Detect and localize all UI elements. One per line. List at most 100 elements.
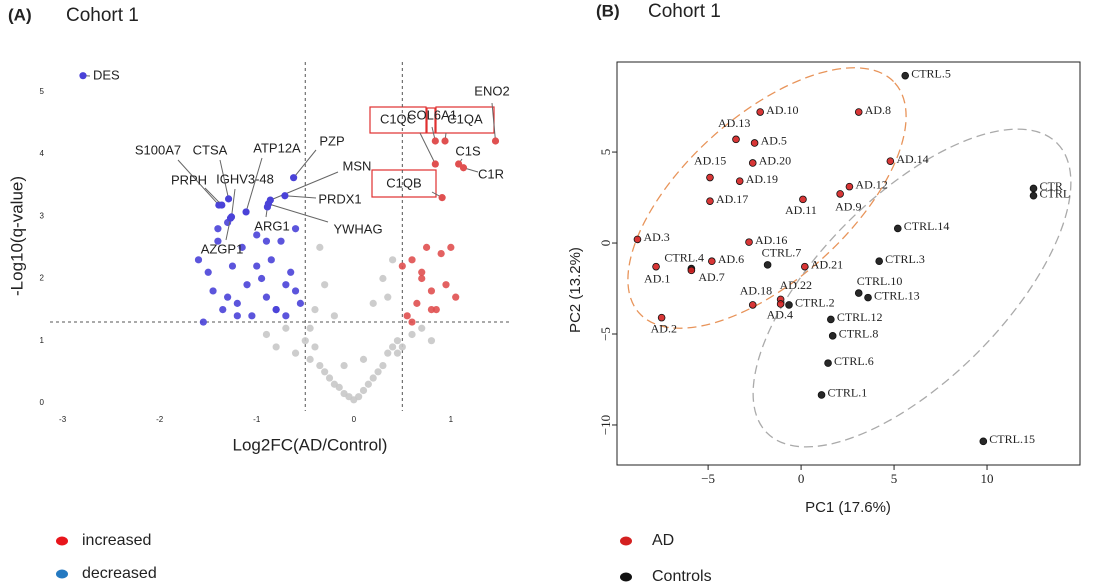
annotated-point (459, 164, 468, 172)
legend-label: Controls (652, 568, 712, 584)
point (836, 190, 844, 198)
plot-frame (616, 61, 1081, 466)
point (418, 274, 426, 283)
leader-line (293, 149, 317, 179)
annotation-label: YWHAG (333, 221, 382, 236)
point (442, 281, 450, 289)
panel-title: Cohort 1 (648, 1, 721, 22)
point (750, 139, 759, 147)
y-axis-label: -Log10(q-value) (7, 176, 26, 296)
point (437, 250, 445, 258)
point (427, 287, 436, 295)
point (828, 332, 837, 340)
point (864, 293, 872, 302)
point (321, 368, 329, 376)
point (253, 231, 261, 239)
point-label: CTRL.6 (834, 354, 874, 368)
point (776, 300, 785, 308)
point (845, 182, 854, 191)
y-tick-label: 0 (40, 398, 45, 407)
point (886, 157, 895, 165)
point-label: AD.4 (767, 308, 793, 322)
point (408, 330, 416, 339)
point (369, 374, 377, 382)
point (291, 225, 300, 233)
point-label: CTRL.2 (795, 296, 835, 310)
point (325, 374, 334, 382)
point (364, 380, 372, 388)
annotation-label: MSN (343, 158, 372, 173)
y-axis-label: PC2 (13.2%) (567, 247, 584, 333)
annotated-point (264, 200, 272, 208)
point-label: AD.19 (746, 172, 778, 186)
point-label: AD.16 (755, 233, 787, 247)
y-tick-label: 0 (598, 240, 613, 247)
point (262, 293, 271, 301)
point (418, 324, 426, 332)
highlight-box (369, 106, 427, 134)
point (257, 274, 266, 283)
legend-swatch (620, 536, 632, 546)
annotation-label: C1QA (447, 111, 483, 126)
x-tick-label: 10 (981, 471, 994, 486)
point (214, 225, 222, 233)
point-label: CTRL.13 (874, 288, 920, 302)
point-label: AD.17 (716, 192, 748, 206)
y-tick-label: 5 (598, 149, 613, 156)
point-label: CTRL.12 (837, 310, 883, 324)
point-label: CTRL.5 (911, 66, 951, 80)
x-tick-label: 0 (352, 415, 357, 424)
point (413, 299, 421, 307)
point (748, 159, 757, 167)
point (854, 289, 863, 297)
point (447, 243, 455, 251)
point (359, 386, 368, 395)
point (262, 237, 271, 245)
x-tick-label: −5 (701, 471, 715, 486)
point (756, 108, 764, 116)
point-label: CTR (1040, 179, 1063, 193)
annotation-label: AZGP1 (201, 241, 244, 256)
point-label: AD.7 (698, 270, 724, 284)
point (706, 173, 714, 182)
annotated-point (79, 72, 87, 80)
point-label: CTRL.7 (762, 246, 802, 260)
annotation-label: PRDX1 (318, 191, 361, 206)
annotated-point (218, 201, 226, 209)
point (824, 359, 832, 367)
point-label: AD.20 (759, 154, 791, 168)
leader-line (268, 203, 329, 223)
x-axis-label: Log2FC(AD/Control) (233, 435, 388, 454)
annotated-point (431, 160, 439, 168)
point (389, 343, 397, 351)
y-tick-label: −5 (598, 327, 613, 341)
leader-line (491, 102, 496, 142)
point-label: AD.8 (865, 103, 891, 117)
confidence-ellipse (752, 128, 1072, 448)
point (287, 268, 295, 276)
point (340, 361, 348, 370)
annotated-point (431, 137, 439, 145)
point (652, 262, 660, 271)
point (633, 235, 642, 244)
point (374, 368, 382, 376)
y-tick-label: 2 (40, 274, 45, 283)
point (282, 281, 290, 289)
annotation-label: DES (93, 67, 120, 82)
point (272, 305, 280, 314)
annotation-label: ENO2 (474, 83, 509, 98)
point (799, 195, 807, 204)
y-tick-label: 4 (40, 149, 45, 158)
annotation-label: C1R (478, 166, 504, 181)
leader-line (245, 157, 263, 213)
point (306, 355, 314, 363)
point (199, 318, 207, 326)
point (384, 293, 392, 301)
point (369, 299, 377, 307)
point (763, 261, 772, 269)
point (233, 299, 241, 307)
point (384, 349, 392, 357)
point-label: AD.22 (780, 278, 812, 292)
point (393, 337, 402, 345)
point (277, 237, 285, 245)
